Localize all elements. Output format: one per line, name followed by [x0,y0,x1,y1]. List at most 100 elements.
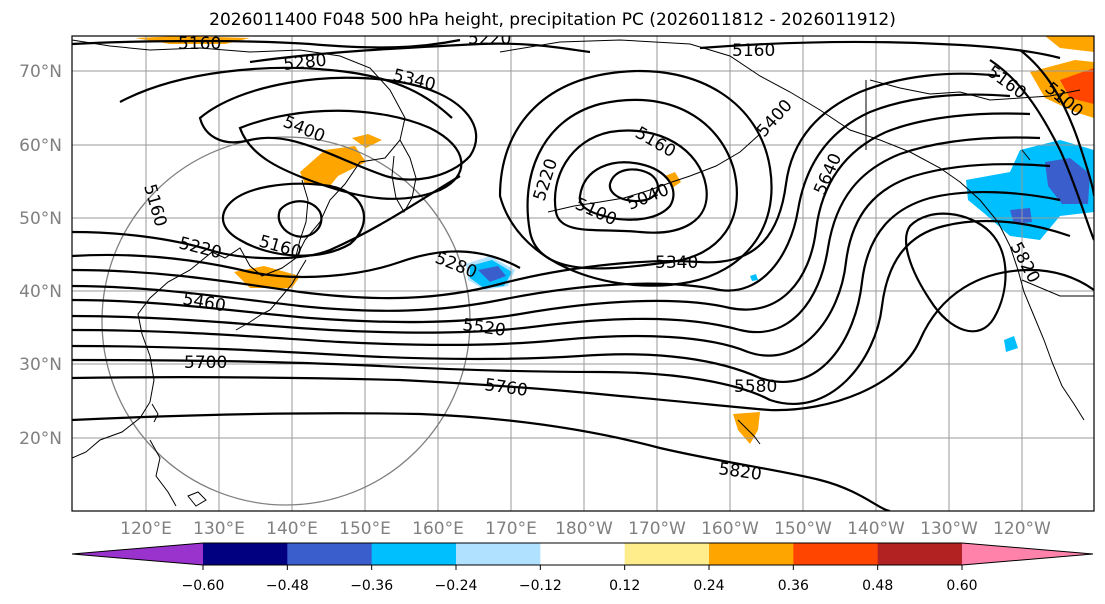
contour-5400-long [72,93,1011,312]
contour-5640-long [72,190,1061,384]
colorbar-tick-label: 0.36 [778,578,809,594]
shade-orange [1045,36,1094,52]
contour-5220-ring [526,98,738,270]
contour-label: 5160 [178,34,221,54]
shade-royalblue [1045,158,1090,204]
lon-label: 160°W [701,519,759,539]
colorbar-segment [287,543,373,565]
contour-5100-ring [578,161,675,221]
range-circle [101,136,471,506]
contour-5760-long [72,268,1094,412]
colorbar: −0.60 −0.48 −0.36 −0.24 −0.12 0.12 0.24 0.36 0.4… [71,542,1094,594]
shade-orange [300,146,366,186]
shade-skyblue [1004,336,1018,352]
lon-label: 150°E [339,519,391,539]
colorbar-segment [72,543,203,565]
lon-label: 170°W [628,519,686,539]
contour-5580-long [72,163,1051,357]
colorbar-segment [371,543,457,565]
contour-label: 5400 [280,112,328,147]
contour-label: 5160 [632,123,679,162]
coastline-alaska [499,39,1085,421]
contour-label: 5160 [139,182,170,229]
contour-5160-ring [553,129,708,234]
shade-orange [352,134,382,148]
contour-label: 5400 [753,96,797,142]
coastline-kamchatka [391,139,417,214]
lat-label: 70°N [19,62,62,82]
contour-5160-west [72,38,461,49]
colorbar-tick-label: −0.12 [519,578,562,594]
lon-label: 150°W [774,519,832,539]
contour-label: 5820 [1006,239,1044,287]
contour-5220-north [249,42,591,64]
lon-label: 140°W [847,519,905,539]
lon-label: 130°E [193,519,245,539]
lon-label: 170°E [485,519,537,539]
shade-red [1060,68,1094,104]
colorbar-segment [456,543,541,565]
map-title: 2026011400 F048 500 hPa height, precipit… [209,10,896,30]
lon-label: 160°E [412,519,464,539]
contour-5040-ring [608,168,659,203]
contour-label: 5700 [184,353,227,373]
island-small [187,491,207,507]
map-plot-area: 5160 5220 5280 5340 5160 5400 5400 5160 … [72,29,1094,511]
contour-east-trough-a [989,59,1094,241]
colorbar-tick-label: −0.36 [350,578,393,594]
contour-label: 5760 [483,375,529,401]
contour-5100-low [277,200,323,238]
contour-label: 5160 [732,41,775,61]
colorbar-segment [709,543,794,565]
contour-5280-north [119,66,453,119]
colorbar-tick-label: −0.60 [182,578,225,594]
colorbar-tick-label: 0.12 [609,578,640,594]
contour-east-trough-b [1019,49,1094,197]
shade-royalblue [1010,208,1032,224]
contour-5520-long [72,136,1041,334]
latitude-labels: 70°N 60°N 50°N 40°N 30°N 20°N [19,62,62,449]
coastline-philippines [149,439,177,507]
coastline-japan-south [235,309,271,331]
contour-label: 5820 [717,459,763,485]
coastlines [72,39,1094,507]
lon-label: 120°W [993,519,1051,539]
colorbar-tick-label: 0.60 [946,578,977,594]
coastline-japan [269,259,307,311]
lat-label: 40°N [19,282,62,302]
contour-5460-long [72,112,1031,324]
coastline-alaska-peninsula [671,133,761,183]
shade-skyblue [750,274,758,281]
map-frame [71,35,1095,512]
coastline-sakhalin [295,179,309,257]
lon-label: 140°E [266,519,318,539]
colorbar-tick-label: −0.48 [266,578,309,594]
contour-5340-loop [198,76,478,181]
lon-label: 120°E [120,519,172,539]
coastline-aleutians [547,181,673,213]
coastline-hawaii [737,419,761,445]
contour-5160-east [699,40,1061,60]
contour-5220-a [72,175,461,260]
lat-label: 30°N [19,355,62,375]
longitude-labels: 120°E 130°E 140°E 150°E 160°E 170°E 180°… [120,519,1051,539]
shade-royalblue [478,266,506,282]
colorbar-segment [877,543,963,565]
contour-5400-loop [238,109,463,200]
coastline-taiwan [151,403,159,423]
contour-5340-long [72,72,1001,300]
height-contours [72,38,1094,511]
lat-label: 20°N [19,429,62,449]
colorbar-segment [962,543,1093,565]
contour-labels: 5160 5220 5280 5340 5160 5400 5400 5160 … [139,29,1087,485]
contour-label: 5220 [468,29,511,49]
contour-label: 5160 [983,62,1030,104]
colorbar-segment [203,543,288,565]
lat-label: 60°N [19,136,62,156]
colorbar-tick-label: 0.24 [693,578,724,594]
colorbar-segment [540,543,626,565]
contour-label: 5460 [181,289,227,316]
colorbar-segment [624,543,710,565]
contour-5700-long [72,219,1071,406]
